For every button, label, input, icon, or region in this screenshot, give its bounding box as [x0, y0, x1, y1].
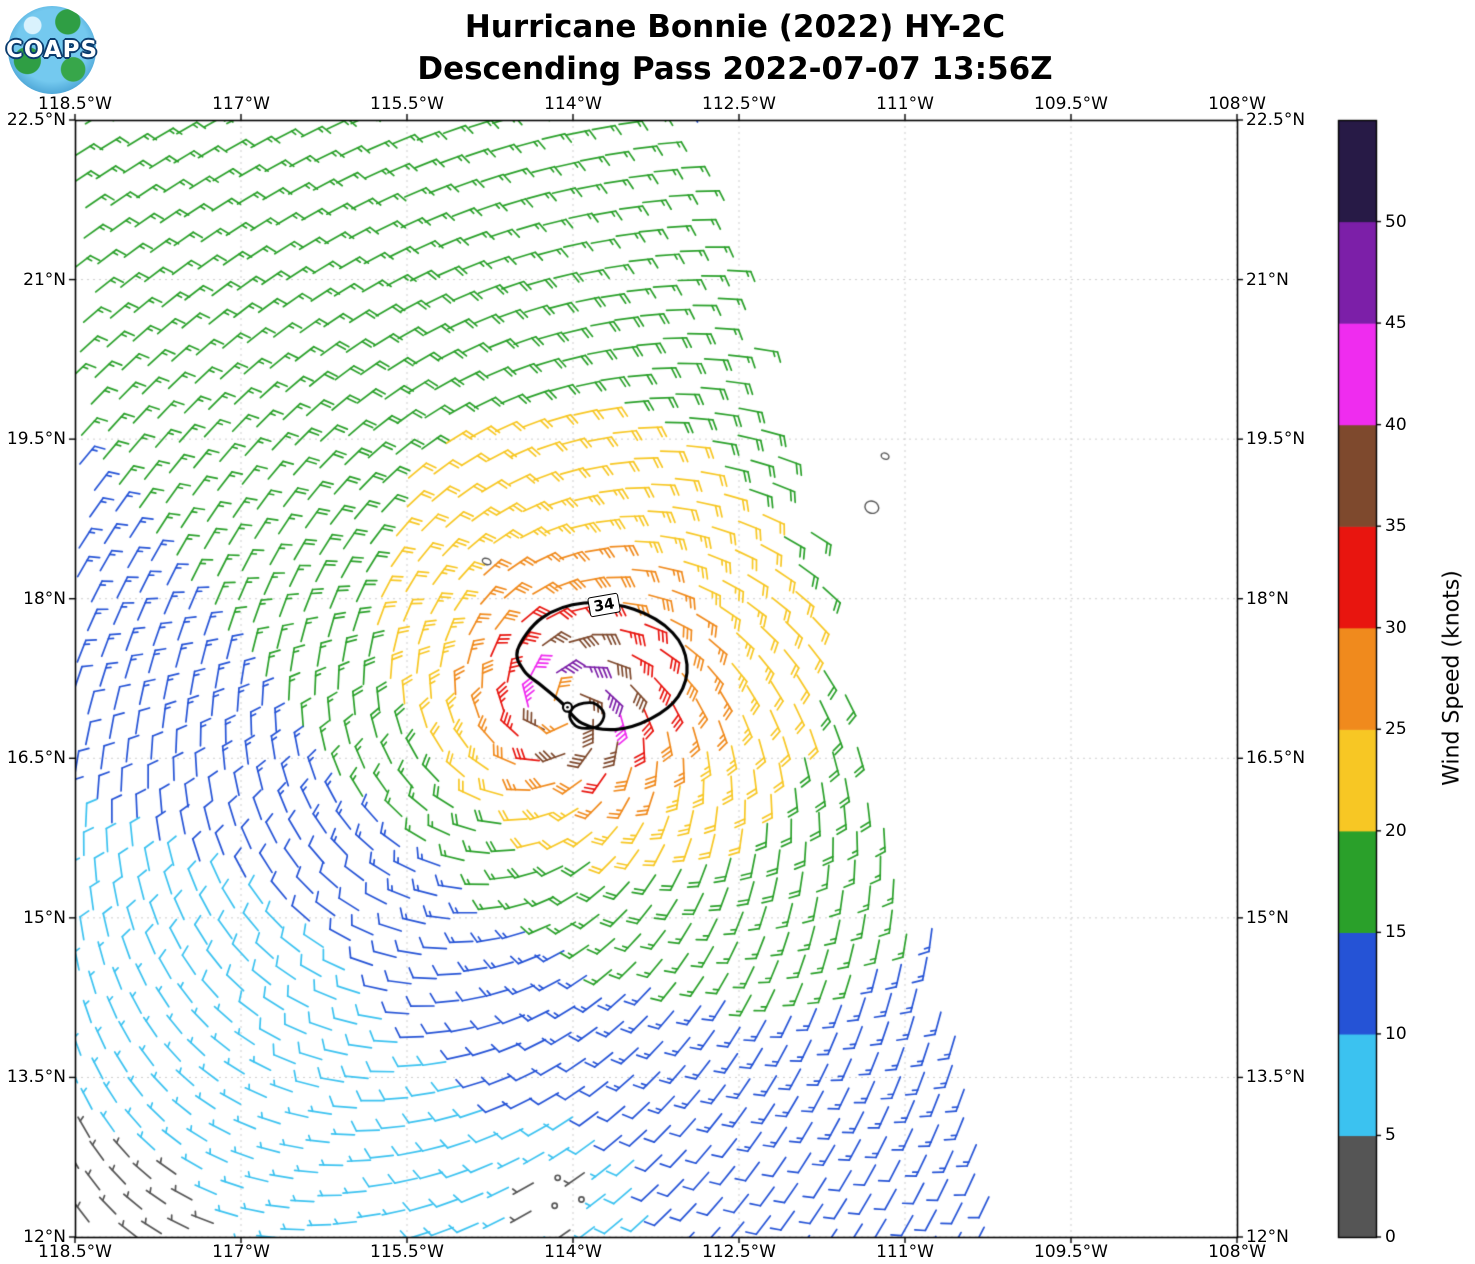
y-tick-label-left: 12°N: [23, 1227, 66, 1247]
x-tick-label-bottom: 108°W: [1208, 1242, 1266, 1262]
colorbar-tick-label: 40: [1385, 414, 1407, 435]
colorbar-tick-label: 25: [1385, 719, 1407, 740]
colorbar-tick-label: 5: [1385, 1125, 1396, 1146]
colorbar-tick-label: 0: [1385, 1227, 1396, 1247]
colorbar-tick-label: 20: [1385, 820, 1407, 841]
coaps-logo-text: COAPS: [5, 37, 99, 63]
colorbar-tick-label: 35: [1385, 516, 1407, 537]
x-tick-label-bottom: 109.5°W: [1034, 1242, 1108, 1262]
y-tick-label-right: 22.5°N: [1246, 110, 1306, 130]
coaps-logo: COAPS: [5, 6, 99, 94]
colorbar-tick-label: 10: [1385, 1023, 1407, 1044]
y-tick-label-left: 22.5°N: [6, 110, 66, 130]
colorbar-tick-label: 15: [1385, 922, 1407, 943]
colorbar-tick-label: 45: [1385, 313, 1407, 334]
y-tick-label-right: 15°N: [1246, 907, 1289, 928]
x-tick-label-bottom: 114°W: [544, 1242, 602, 1262]
x-tick-label-top: 108°W: [1208, 94, 1266, 114]
y-tick-label-right: 13.5°N: [1246, 1067, 1306, 1088]
y-tick-label-right: 19.5°N: [1246, 429, 1306, 450]
x-tick-label-top: 114°W: [544, 94, 602, 114]
x-tick-label-top: 117°W: [212, 94, 270, 114]
x-tick-label-bottom: 112.5°W: [702, 1242, 776, 1262]
y-tick-label-right: 16.5°N: [1246, 748, 1306, 769]
x-tick-label-top: 118.5°W: [38, 94, 112, 114]
x-tick-label-top: 112.5°W: [702, 94, 776, 114]
colorbar-tick-label: 50: [1385, 211, 1407, 232]
y-tick-label-left: 16.5°N: [6, 748, 66, 769]
y-tick-label-left: 18°N: [23, 588, 66, 609]
y-tick-label-right: 21°N: [1246, 269, 1289, 290]
x-tick-label-bottom: 117°W: [212, 1242, 270, 1262]
y-tick-label-left: 15°N: [23, 907, 66, 928]
y-tick-label-left: 19.5°N: [6, 429, 66, 450]
colorbar-axis-label: Wind Speed (knots): [1439, 570, 1465, 786]
y-tick-label-left: 13.5°N: [6, 1067, 66, 1088]
y-tick-label-right: 18°N: [1246, 588, 1289, 609]
colorbar-tick-label: 30: [1385, 617, 1407, 638]
x-tick-label-bottom: 118.5°W: [38, 1242, 112, 1262]
x-tick-label-top: 111°W: [876, 94, 934, 114]
x-tick-label-top: 109.5°W: [1034, 94, 1108, 114]
x-tick-label-top: 115.5°W: [370, 94, 444, 114]
y-tick-label-left: 21°N: [23, 269, 66, 290]
y-tick-label-right: 12°N: [1246, 1227, 1289, 1247]
x-tick-label-bottom: 111°W: [876, 1242, 934, 1262]
x-tick-label-bottom: 115.5°W: [370, 1242, 444, 1262]
